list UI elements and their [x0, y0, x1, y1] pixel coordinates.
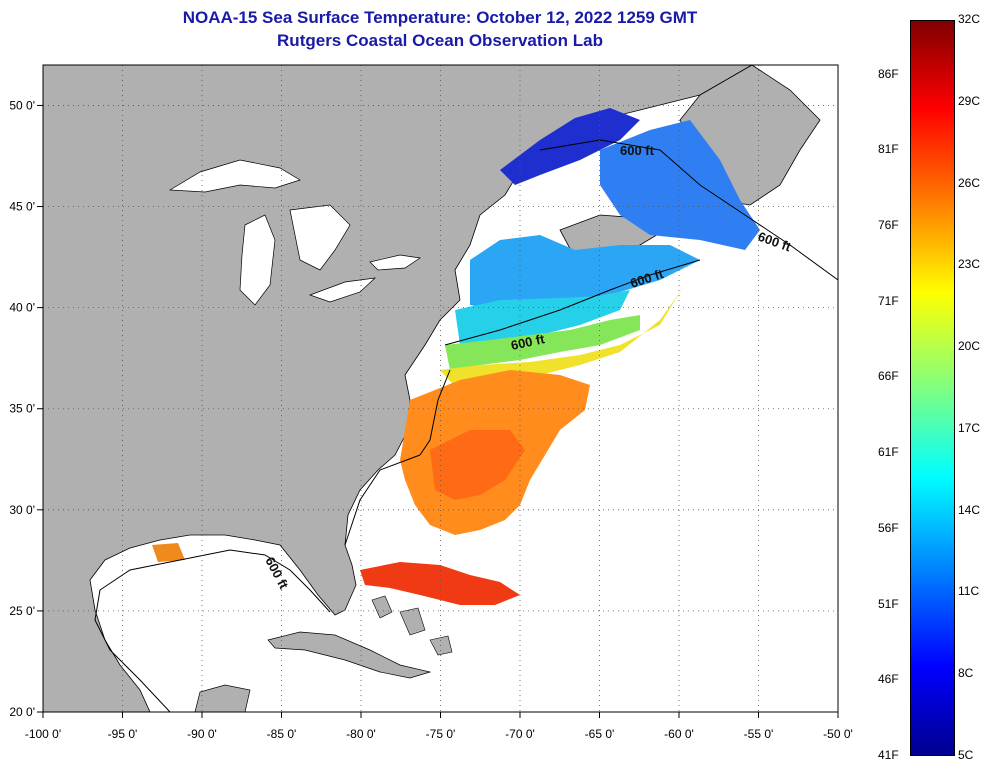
lon-tick-label: -80 0'	[346, 727, 376, 741]
lon-tick-label: -90 0'	[187, 727, 217, 741]
lon-tick-label: -95 0'	[108, 727, 138, 741]
colorbar-fahrenheit-label: 76F	[878, 217, 899, 232]
colorbar-celsius-label: 14C	[958, 502, 981, 517]
colorbar-celsius-label: 5C	[958, 748, 974, 762]
lake-ontario	[369, 254, 421, 271]
lon-tick-label: -75 0'	[426, 727, 456, 741]
colorbar-fahrenheit-label: 51F	[878, 596, 899, 611]
colorbar-celsius-label: 26C	[958, 175, 981, 190]
lon-tick-label: -85 0'	[267, 727, 297, 741]
temperature-colorbar	[910, 20, 955, 756]
lake-superior	[168, 159, 301, 193]
lake-huron	[289, 204, 351, 271]
contour-label: 600 ft	[620, 143, 655, 158]
lake-erie	[308, 277, 377, 303]
sst-field	[152, 108, 760, 605]
map-title: NOAA-15 Sea Surface Temperature: October…	[182, 8, 698, 27]
colorbar-fahrenheit-label: 61F	[878, 445, 899, 460]
colorbar-celsius-label: 29C	[958, 93, 981, 108]
colorbar-fahrenheit-label: 71F	[878, 293, 899, 308]
lon-tick-label: -65 0'	[585, 727, 615, 741]
lat-tick-label: 25 0'	[9, 604, 35, 618]
contour-label: 600 ft	[510, 331, 547, 353]
lon-tick-label: -50 0'	[823, 727, 853, 741]
land-bahamas	[371, 595, 453, 656]
land-cuba	[267, 631, 432, 679]
lon-tick-label: -70 0'	[505, 727, 535, 741]
sst-map: 600 ft 600 ft 600 ft 600 ft 600 ft -100 …	[9, 64, 853, 741]
lon-tick-label: -60 0'	[664, 727, 694, 741]
lat-tick-label: 40 0'	[9, 301, 35, 315]
latitude-axis: 50 0' 45 0' 40 0' 35 0' 30 0' 25 0' 20 0'	[9, 98, 43, 719]
colorbar-celsius-label: 20C	[958, 339, 981, 354]
colorbar-celsius-label: 32C	[958, 12, 981, 26]
lake-michigan	[239, 214, 276, 306]
colorbar-celsius-label: 11C	[958, 584, 980, 599]
map-subtitle: Rutgers Coastal Ocean Observation Lab	[277, 31, 603, 50]
colorbar-fahrenheit-label: 41F	[878, 748, 899, 762]
lon-tick-label: -100 0'	[25, 727, 61, 741]
lat-tick-label: 50 0'	[9, 98, 35, 112]
lat-tick-label: 45 0'	[9, 200, 35, 214]
colorbar-fahrenheit-label: 46F	[878, 672, 899, 687]
contour-600ft	[94, 139, 838, 712]
longitude-axis: -100 0' -95 0' -90 0' -85 0' -80 0' -75 0' -70…	[25, 712, 853, 741]
colorbar-fahrenheit-label: 86F	[878, 66, 899, 81]
colorbar-celsius-label: 23C	[958, 257, 981, 272]
colorbar-celsius-label: 17C	[958, 420, 981, 435]
lat-tick-label: 35 0'	[9, 402, 35, 416]
lat-tick-label: 20 0'	[9, 705, 35, 719]
lat-tick-label: 30 0'	[9, 503, 35, 517]
colorbar-celsius-label: 8C	[958, 666, 974, 681]
colorbar-fahrenheit-label: 81F	[878, 142, 899, 157]
land-yucatan	[194, 684, 251, 712]
map-plot-area	[43, 65, 838, 712]
colorbar-fahrenheit-label: 66F	[878, 369, 899, 384]
colorbar-fahrenheit-label: 56F	[878, 520, 899, 535]
lon-tick-label: -55 0'	[744, 727, 774, 741]
